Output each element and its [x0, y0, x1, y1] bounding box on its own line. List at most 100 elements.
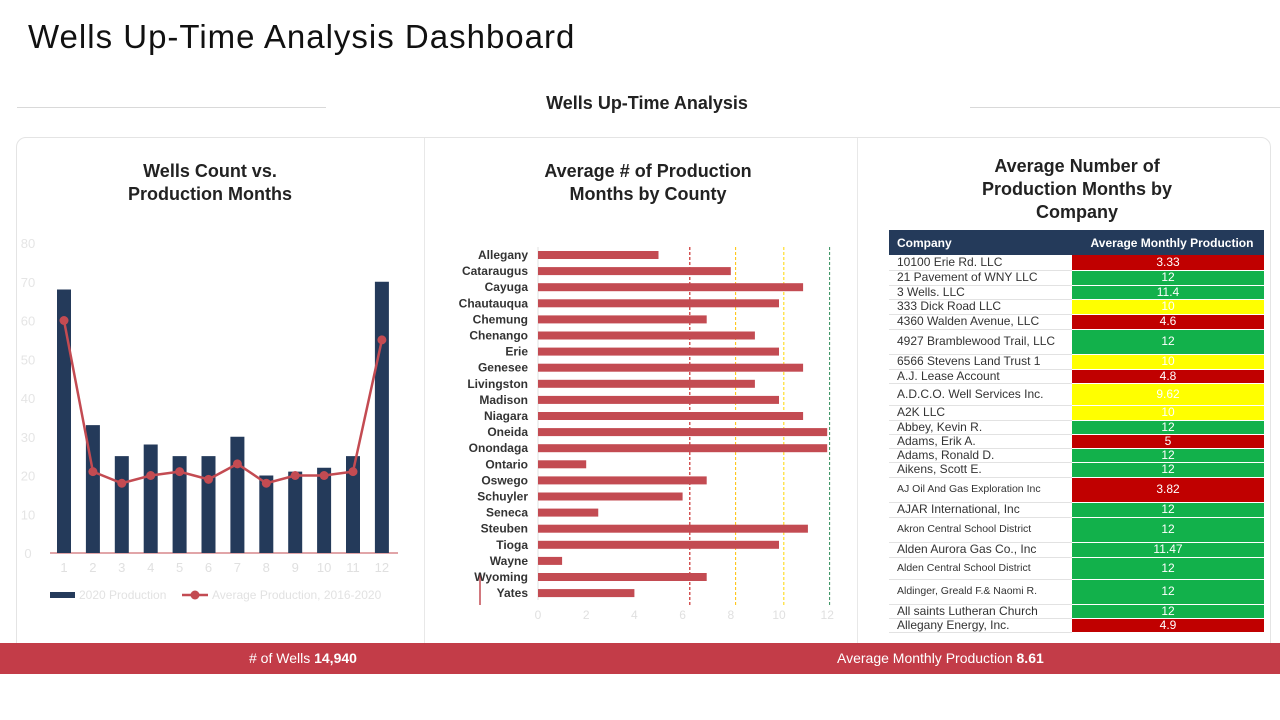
page-title: Wells Up-Time Analysis Dashboard: [28, 18, 576, 55]
production-value-cell: 3.33: [1072, 255, 1264, 271]
line-point: [377, 335, 387, 345]
county-bar: [538, 556, 563, 565]
table-row: All saints Lutheran Church 12: [889, 604, 1264, 619]
county-bar: [538, 412, 804, 420]
average-line: [62, 320, 384, 485]
bar: [346, 456, 360, 553]
county-label: Wayne: [490, 554, 529, 568]
y-tick-label: 80: [21, 236, 35, 251]
table-row: 3 Wells. LLC 11.4: [889, 285, 1264, 300]
company-name-cell: Adams, Ronald D.: [889, 448, 1072, 463]
x-tick-label: 12: [375, 560, 389, 575]
production-value-cell: 11.4: [1072, 285, 1264, 300]
avg-production-stat: Average Monthly Production 8.61: [837, 650, 1044, 666]
legend-bar-label: 2020 Production: [79, 588, 166, 602]
line-point: [88, 467, 98, 477]
production-value-cell: 10: [1072, 354, 1264, 370]
company-name-cell: Abbey, Kevin R.: [889, 420, 1072, 435]
county-label: Chautauqua: [459, 296, 529, 310]
table-row: Adams, Erik A. 5: [889, 434, 1264, 449]
avg-production-value: 8.61: [1016, 650, 1044, 666]
col-header-production: Average Monthly Production: [1072, 230, 1264, 255]
county-bar: [538, 283, 804, 292]
production-value-cell: 9.62: [1072, 383, 1264, 406]
production-value-cell: 12: [1072, 270, 1264, 286]
county-label: Oswego: [481, 473, 528, 487]
production-value-cell: 10: [1072, 405, 1264, 421]
county-bar: [538, 460, 587, 469]
production-value-cell: 12: [1072, 517, 1264, 543]
county-bar: [538, 379, 755, 388]
x-tick-label: 1: [60, 560, 67, 575]
production-value-cell: 12: [1072, 448, 1264, 463]
company-name-cell: A.J. Lease Account: [889, 369, 1072, 384]
county-label: Ontario: [485, 457, 528, 471]
county-bar: [538, 251, 659, 259]
bar: [259, 475, 274, 553]
bar: [57, 289, 71, 553]
company-name-cell: 4927 Bramblewood Trail, LLC: [889, 329, 1072, 355]
company-name-cell: A2K LLC: [889, 405, 1072, 421]
col-header-company: Company: [889, 230, 1072, 255]
county-bar: [538, 395, 779, 404]
bar: [317, 467, 332, 553]
wells-count-label: # of Wells: [249, 650, 311, 666]
production-value-cell: 4.8: [1072, 369, 1264, 384]
y-tick-label: 60: [21, 314, 35, 329]
x-tick-label: 12: [821, 608, 835, 622]
x-tick-label: 0: [535, 608, 542, 622]
production-value-cell: 4.9: [1072, 618, 1264, 633]
county-label: Schuyler: [477, 490, 528, 504]
divider-left: [17, 107, 326, 108]
table-row: AJ Oil And Gas Exploration Inc 3.82: [889, 477, 1264, 503]
county-label: Yates: [497, 586, 529, 600]
line-point: [204, 474, 213, 484]
y-tick-label: 30: [21, 430, 35, 445]
county-bar: [538, 540, 779, 549]
production-value-cell: 10: [1072, 299, 1264, 315]
table-row: 10100 Erie Rd. LLC 3.33: [889, 255, 1264, 271]
x-tick-label: 6: [205, 560, 212, 575]
company-name-cell: Allegany Energy, Inc.: [889, 618, 1072, 633]
wells-count-stat: # of Wells 14,940: [249, 650, 357, 666]
x-tick-label: 8: [263, 560, 270, 575]
company-name-cell: 21 Pavement of WNY LLC: [889, 270, 1072, 286]
company-table: Company Average Monthly Production 10100…: [889, 230, 1264, 633]
production-value-cell: 12: [1072, 420, 1264, 435]
county-label: Wyoming: [474, 570, 528, 584]
county-bar: [538, 331, 755, 340]
county-bar: [538, 524, 808, 533]
panel-divider-1: [424, 138, 425, 643]
x-tick-label: 10: [772, 608, 786, 622]
county-label: Erie: [505, 345, 528, 359]
table-row: A2K LLC 10: [889, 405, 1264, 421]
county-bar: [538, 363, 804, 372]
table-row: 4360 Walden Avenue, LLC 4.6: [889, 314, 1264, 330]
line-point: [232, 459, 242, 469]
county-bar: [538, 508, 599, 517]
table-row: Adams, Ronald D. 12: [889, 448, 1264, 463]
company-name-cell: All saints Lutheran Church: [889, 604, 1072, 619]
company-name-cell: 3 Wells. LLC: [889, 285, 1072, 300]
county-bar: [538, 299, 779, 308]
county-bar: [538, 315, 707, 324]
company-name-cell: Alden Central School District: [889, 557, 1072, 580]
wells-count-value: 14,940: [314, 650, 357, 666]
county-label: Steuben: [481, 522, 528, 536]
line-point: [348, 467, 358, 477]
production-value-cell: 4.6: [1072, 314, 1264, 330]
company-name-cell: 10100 Erie Rd. LLC: [889, 255, 1072, 271]
section-title: Wells Up-Time Analysis: [546, 93, 748, 113]
county-label: Cayuga: [485, 280, 529, 294]
table-row: AJAR International, Inc 12: [889, 502, 1264, 518]
x-tick-label: 8: [727, 608, 734, 622]
county-chart: Allegany Cataraugus Cayuga Chautauqua Chemun…: [459, 247, 835, 622]
county-label: Cataraugus: [462, 264, 528, 278]
line-point: [117, 478, 127, 488]
bar: [114, 456, 129, 553]
production-value-cell: 12: [1072, 462, 1264, 478]
county-label: Allegany: [478, 248, 528, 262]
company-name-cell: 4360 Walden Avenue, LLC: [889, 314, 1072, 330]
y-tick-label: 20: [21, 469, 35, 484]
company-name-cell: Aldinger, Greald F.& Naomi R.: [889, 579, 1072, 605]
